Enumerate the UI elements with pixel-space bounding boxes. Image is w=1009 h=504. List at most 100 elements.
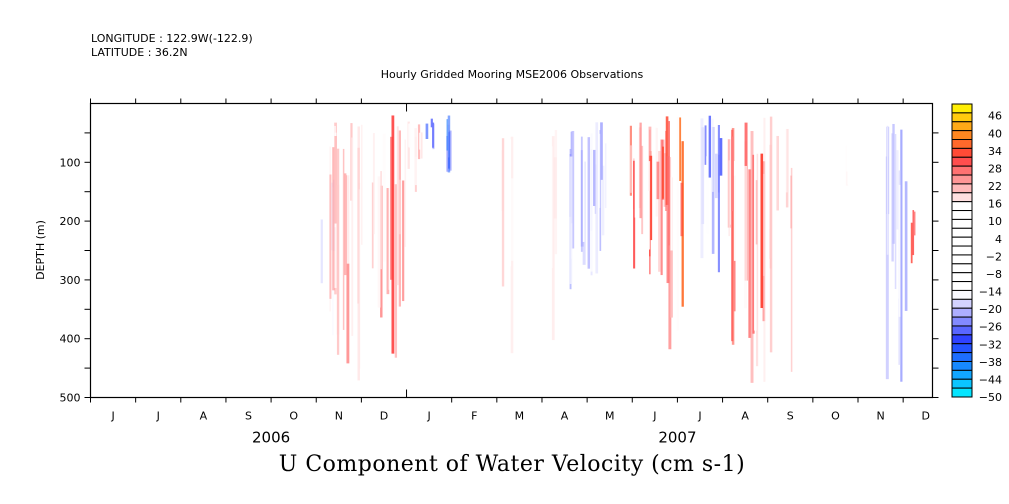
- y-axis: 100 200 300 400 500: [60, 132, 939, 405]
- heatmap-cell: [847, 138, 850, 185]
- heatmap-cell: [769, 116, 773, 353]
- heatmap-cell: [910, 222, 913, 264]
- y-tick-label: 100: [60, 156, 81, 169]
- heatmap-cell: [580, 136, 583, 252]
- colorbar-segment: [951, 387, 973, 398]
- y-tick-label: 500: [60, 392, 81, 405]
- heatmap-cell: [731, 128, 735, 345]
- colorbar-segment: [951, 298, 973, 309]
- colorbar-tick-label: −50: [979, 391, 1002, 404]
- heatmap-cell: [447, 115, 451, 173]
- colorbar-tick-label: −38: [979, 356, 1002, 369]
- colorbar-tick-label: 34: [988, 145, 1002, 158]
- colorbar-segment: [951, 343, 973, 354]
- colorbar-segment: [951, 121, 973, 132]
- colorbar: 46 40 34 28 22 16 10 4 −2 −8 −14 −20 −26 −32 −38 −44 −50: [951, 103, 1002, 404]
- heatmap-cell: [848, 127, 851, 177]
- heatmap-cell: [418, 132, 421, 150]
- x-tick-label: S: [245, 410, 252, 423]
- heatmap-cell: [648, 161, 651, 250]
- heatmap-cell: [900, 129, 903, 382]
- colorbar-segment: [951, 281, 973, 291]
- heatmap-cell: [593, 149, 596, 206]
- x-tick-label: M: [515, 410, 525, 423]
- x-tick-label: A: [741, 410, 749, 423]
- heatmap-cell: [607, 119, 610, 270]
- colorbar-tick-label: −20: [979, 303, 1002, 316]
- x-tick-label: J: [156, 410, 160, 423]
- heatmap-cell: [649, 155, 653, 241]
- heatmap-cell: [717, 125, 720, 273]
- colorbar-segment: [951, 103, 973, 114]
- colorbar-segment: [951, 307, 973, 318]
- heatmap-cell: [753, 127, 757, 331]
- heatmap-cell: [858, 127, 861, 217]
- x-tick-label: N: [876, 410, 884, 423]
- heatmap-cell: [595, 122, 599, 274]
- colorbar-segment: [951, 112, 973, 123]
- heatmap-cell: [599, 130, 602, 251]
- heatmap-cell: [676, 116, 679, 331]
- colorbar-segment: [951, 360, 973, 371]
- y-tick-label: 200: [60, 215, 81, 228]
- heatmap-cell: [371, 182, 374, 269]
- heatmap-cell: [633, 160, 636, 269]
- x-tick-label: A: [200, 410, 208, 423]
- heatmap-cell: [856, 140, 860, 167]
- heatmap-cell: [904, 181, 908, 311]
- colorbar-tick-label: 4: [995, 233, 1002, 246]
- heatmap-cell: [668, 157, 672, 350]
- heatmap-cell: [432, 122, 435, 148]
- colorbar-tick-label: 22: [988, 180, 1002, 193]
- heatmap-cell: [585, 143, 589, 256]
- year-label: 2006: [252, 429, 290, 447]
- heatmap-cell: [744, 165, 748, 352]
- colorbar-tick-label: −2: [986, 250, 1002, 263]
- heatmap-cell: [679, 117, 682, 182]
- latitude-label: LATITUDE : 36.2N: [91, 46, 188, 59]
- x-tick-label: D: [380, 410, 388, 423]
- y-tick-label: 400: [60, 333, 81, 346]
- heatmap-cell: [750, 131, 754, 383]
- heatmap-cell: [598, 133, 601, 208]
- heatmap-cell: [663, 153, 667, 207]
- colorbar-tick-label: 28: [988, 162, 1002, 175]
- x-tick-label: D: [921, 410, 929, 423]
- colorbar-tick-label: −14: [979, 286, 1002, 299]
- heatmap-cell: [501, 138, 505, 287]
- x-tick-label: N: [335, 410, 343, 423]
- heatmap-cell: [852, 131, 854, 214]
- heatmap-cell: [748, 169, 752, 338]
- heatmap-cell: [898, 184, 901, 317]
- heatmap-cell: [386, 188, 390, 295]
- year-label: 2007: [658, 429, 696, 447]
- colorbar-segment: [951, 378, 973, 389]
- x-tick-label: J: [426, 410, 430, 423]
- heatmap-cell: [641, 145, 644, 235]
- heatmap-cell: [545, 156, 547, 265]
- colorbar-segment: [951, 139, 973, 149]
- heatmap-cell: [425, 123, 429, 139]
- heatmap-cell: [557, 115, 561, 242]
- colorbar-tick-label: −32: [979, 338, 1002, 351]
- heatmap-cell: [760, 153, 764, 309]
- colorbar-segment: [951, 210, 973, 220]
- heatmap-cell: [763, 117, 766, 382]
- heatmap-cell: [855, 119, 858, 172]
- colorbar-segment: [951, 147, 973, 158]
- heatmap-cell: [776, 135, 779, 211]
- x-tick-label: J: [110, 410, 114, 423]
- x-tick-label: O: [289, 410, 298, 423]
- heatmap-cell: [587, 137, 591, 269]
- colorbar-segment: [951, 325, 973, 336]
- heatmap-cell: [715, 142, 718, 277]
- heatmap-cell: [714, 153, 718, 199]
- heatmap-cell: [886, 125, 889, 255]
- y-tick-label: 300: [60, 274, 81, 287]
- heatmap-cell: [509, 139, 512, 267]
- heatmap-cell: [446, 135, 449, 172]
- heatmap-cell: [582, 129, 585, 242]
- chart-subtitle: U Component of Water Velocity (cm s-1): [278, 452, 746, 477]
- x-tick-label: A: [561, 410, 569, 423]
